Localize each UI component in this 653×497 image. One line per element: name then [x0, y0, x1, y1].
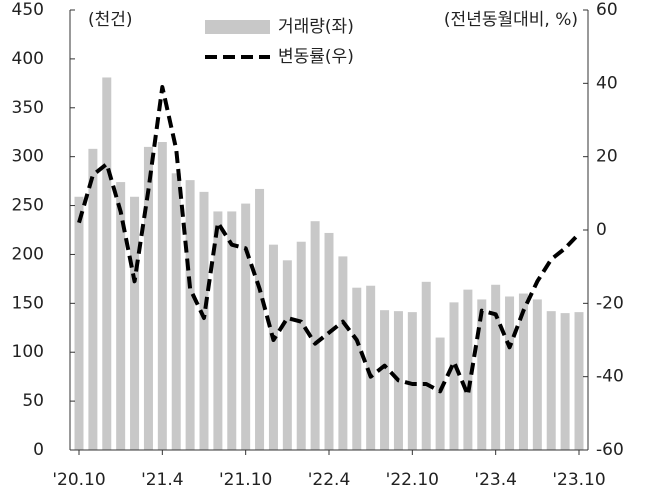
bar — [227, 211, 237, 450]
y-tick-label: 400 — [12, 49, 44, 69]
bar — [574, 312, 584, 450]
bar — [157, 142, 167, 450]
bar — [255, 188, 265, 450]
bar — [518, 293, 528, 450]
bar — [380, 310, 390, 450]
y-tick-label: 350 — [12, 98, 44, 118]
y2-tick-label: -60 — [596, 440, 624, 460]
bar — [116, 182, 126, 451]
y2-tick-label: 40 — [596, 73, 618, 93]
bar — [88, 148, 98, 450]
legend-label: 거래량(좌) — [278, 17, 354, 37]
x-tick-label: '21.4 — [141, 470, 184, 490]
line — [77, 85, 581, 397]
bar — [324, 232, 334, 450]
bar — [102, 77, 112, 450]
y-tick-label: 300 — [12, 147, 44, 167]
y2-tick-label: -40 — [596, 367, 624, 387]
x-tick-label: '22.4 — [308, 470, 351, 490]
bar — [171, 173, 181, 451]
bar — [296, 241, 306, 450]
bar — [477, 299, 487, 450]
x-tick-label: '23.10 — [552, 470, 605, 490]
bar — [282, 260, 292, 450]
bar — [491, 284, 501, 450]
left-axis-label: (천건) — [88, 10, 133, 30]
bar — [268, 244, 278, 450]
bar — [449, 302, 459, 450]
bar — [143, 146, 153, 450]
y-tick-label: 50 — [22, 391, 44, 411]
y2-tick-label: -20 — [596, 293, 624, 313]
bar — [185, 180, 195, 450]
bar — [241, 203, 251, 450]
bar — [421, 281, 431, 450]
x-tick-label: '22.10 — [386, 470, 439, 490]
bar — [532, 299, 542, 450]
bar — [310, 221, 320, 450]
bar — [74, 196, 84, 450]
y-tick-label: 450 — [12, 0, 44, 20]
bar — [435, 337, 445, 450]
y2-tick-label: 0 — [596, 220, 607, 240]
bar — [199, 191, 209, 450]
bar — [366, 285, 376, 450]
bar — [505, 296, 515, 450]
x-tick-label: '21.10 — [219, 470, 272, 490]
y-tick-label: 200 — [12, 244, 44, 264]
y-tick-label: 100 — [12, 342, 44, 362]
bar — [338, 256, 348, 450]
bar — [546, 311, 556, 450]
legend-swatch-bar — [205, 20, 270, 34]
bar — [130, 196, 140, 450]
legend-label: 변동률(우) — [278, 47, 354, 67]
right-axis-label: (전년동월대비, %) — [444, 10, 578, 30]
y-tick-label: 150 — [12, 293, 44, 313]
bar — [213, 211, 223, 450]
x-tick-label: '20.10 — [52, 470, 105, 490]
bar — [560, 313, 570, 450]
y-tick-label: 0 — [33, 440, 44, 460]
y2-tick-label: 20 — [596, 147, 618, 167]
bar — [352, 287, 362, 450]
bar — [463, 289, 473, 450]
x-tick-label: '23.4 — [474, 470, 517, 490]
y-tick-label: 250 — [12, 196, 44, 216]
bar — [407, 312, 417, 450]
y2-tick-label: 60 — [596, 0, 618, 20]
